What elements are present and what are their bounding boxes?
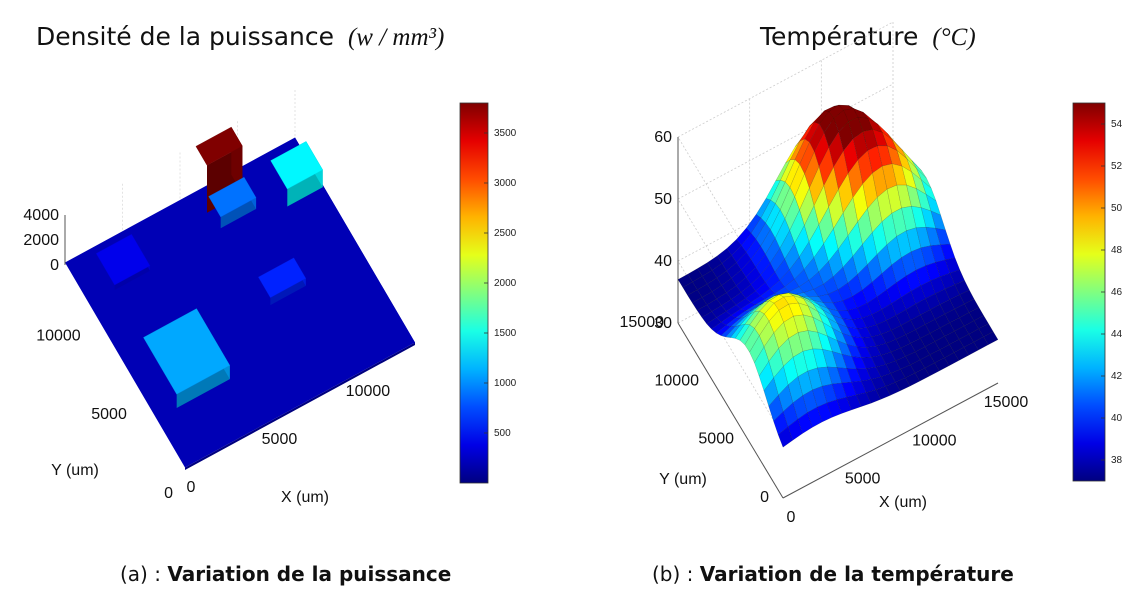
z-tick-label: 0 xyxy=(50,257,59,274)
colorbar-tick-label: 48 xyxy=(1111,245,1123,256)
colorbar-tick-label: 500 xyxy=(494,428,511,439)
base-front-face xyxy=(185,342,415,470)
y-tick-label: 10000 xyxy=(655,372,700,389)
colorbar-tick-label: 38 xyxy=(1111,455,1123,466)
z-tick-label: 30 xyxy=(654,315,672,332)
y-tick-label: 10000 xyxy=(36,327,81,344)
block-top-face xyxy=(270,141,323,190)
surface-cell xyxy=(949,269,965,285)
y-tick-label: 0 xyxy=(760,489,769,506)
z-tick-label: 2000 xyxy=(23,232,59,249)
surface-cell xyxy=(983,331,999,346)
colorbar-tick-label: 52 xyxy=(1111,161,1123,172)
colorbar xyxy=(459,102,489,484)
block-front-face xyxy=(176,365,230,408)
x-axis-label: X (um) xyxy=(281,489,329,506)
caption-tag: (a) : xyxy=(120,562,161,586)
caption-power: (a) : Variation de la puissance xyxy=(120,562,451,586)
colorbar-tick-label: 42 xyxy=(1111,371,1123,382)
block-top-face xyxy=(95,233,151,286)
base-top-face xyxy=(65,137,415,468)
colorbar-tick-label: 3500 xyxy=(494,128,517,139)
colorbar-tick-label: 2500 xyxy=(494,228,517,239)
z-tick-label: 60 xyxy=(654,129,672,146)
colorbar xyxy=(1072,102,1106,482)
y-tick-label: 5000 xyxy=(698,431,734,448)
surface-cell xyxy=(916,168,932,189)
surface-cell xyxy=(945,257,961,274)
chart-title-power: Densité de la puissance (w / mm³) xyxy=(36,22,444,52)
surface-cell xyxy=(954,280,970,296)
z-tick-label: 4000 xyxy=(23,207,59,224)
colorbar-tick-label: 1500 xyxy=(494,328,517,339)
grid-line xyxy=(677,83,894,200)
caption-temperature: (b) : Variation de la température xyxy=(652,562,1014,586)
y-axis-label: Y (um) xyxy=(51,462,99,479)
panel-power-density: Densité de la puissance (w / mm³) 0 2000 4… xyxy=(23,22,517,586)
title-unit: (°C) xyxy=(932,24,976,51)
caption-text: Variation de la puissance xyxy=(167,562,452,586)
colorbar-tick-label: 40 xyxy=(1111,413,1123,424)
caption-text: Variation de la température xyxy=(699,562,1014,586)
y-tick-label: 5000 xyxy=(91,406,127,423)
title-text: Température xyxy=(760,22,919,51)
y-tick-label: 15000 xyxy=(620,314,665,331)
y-axis-label: Y (um) xyxy=(659,471,707,488)
title-text: Densité de la puissance xyxy=(36,22,334,51)
surface-cell xyxy=(935,228,951,245)
z-tick-label: 40 xyxy=(654,253,672,270)
colorbar-tick-label: 54 xyxy=(1111,119,1123,130)
block-top-face xyxy=(195,126,243,166)
block-front-face xyxy=(270,278,306,306)
caption-tag: (b) : xyxy=(652,562,694,586)
temperature-surface-chart: 30 40 50 60 0 5000 10000 15000 0 5000 10000 15000 X … xyxy=(620,21,1123,526)
x-tick-label: 0 xyxy=(787,509,796,526)
y-tick-label: 0 xyxy=(164,485,173,502)
surface-cell xyxy=(911,160,927,179)
block-front-face xyxy=(220,197,257,229)
x-axis-line xyxy=(782,382,999,499)
surface-cell xyxy=(959,289,975,305)
panel-temperature: Température (°C) 30 40 50 60 0 5000 10000 15000… xyxy=(565,0,1130,590)
x-tick-label: 10000 xyxy=(912,432,957,449)
block-front-face xyxy=(287,169,323,207)
x-tick-label: 10000 xyxy=(346,383,391,400)
grid-line xyxy=(677,21,894,138)
colorbar-tick-label: 50 xyxy=(1111,203,1123,214)
colorbar-tick-label: 2000 xyxy=(494,278,517,289)
x-tick-label: 0 xyxy=(187,479,196,496)
z-tick-label: 50 xyxy=(654,191,672,208)
power-density-3d-chart: 0 2000 4000 0 5000 10000 0 5000 10000 X (um) Y (um… xyxy=(23,90,517,506)
colorbar-tick-label: 3000 xyxy=(494,178,517,189)
x-tick-label: 15000 xyxy=(984,394,1029,411)
chart-title-temperature: Température (°C) xyxy=(760,22,976,52)
surface-cell xyxy=(921,179,937,202)
block-top-face xyxy=(143,308,231,395)
x-axis-label: X (um) xyxy=(879,494,927,511)
x-tick-label: 5000 xyxy=(262,431,298,448)
colorbar-tick-label: 46 xyxy=(1111,287,1123,298)
x-tick-label: 5000 xyxy=(845,471,881,488)
block-top-face xyxy=(258,257,307,298)
colorbar-tick-label: 44 xyxy=(1111,329,1123,340)
block-front-face xyxy=(114,265,150,290)
y-axis-line xyxy=(677,322,784,499)
title-unit: (w / mm³) xyxy=(347,24,445,51)
block-top-face xyxy=(208,176,257,218)
colorbar-tick-label: 1000 xyxy=(494,378,517,389)
